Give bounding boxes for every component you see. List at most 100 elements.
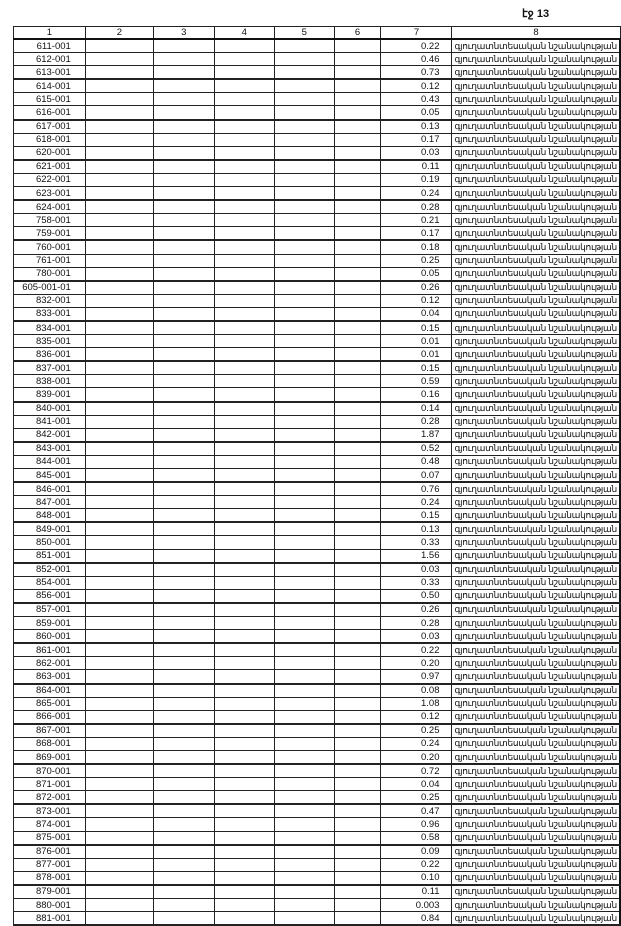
- empty-cell: [84, 683, 155, 698]
- table-row: 856-001 0.50 գյուղատնտեսական նշանակության: [13, 588, 621, 604]
- empty-cell: [153, 172, 215, 188]
- empty-cell: [333, 186, 382, 202]
- table-row: 876-001 0.09 գյուղատնտեսական նշանակության: [13, 844, 621, 859]
- empty-cell: [333, 52, 382, 67]
- empty-cell: [213, 199, 276, 215]
- table-row: 848-001 0.15 գյուղատնտեսական նշանակության: [13, 508, 621, 524]
- empty-cell: [153, 401, 215, 416]
- empty-cell: [213, 105, 276, 121]
- empty-cell: [333, 911, 382, 926]
- parcel-code-cell: 839-001: [13, 387, 86, 403]
- area-cell: 0.22: [380, 857, 453, 872]
- table-row: 850-001 0.33 գյուղատնտեսական նշանակության: [13, 535, 621, 550]
- empty-cell: [333, 387, 382, 403]
- empty-cell: [274, 213, 335, 228]
- empty-cell: [153, 78, 215, 94]
- parcel-code-cell: 854-001: [13, 575, 86, 590]
- land-category-cell: գյուղատնտեսական նշանակության: [451, 575, 621, 590]
- empty-cell: [153, 588, 215, 604]
- empty-cell: [333, 78, 382, 94]
- empty-cell: [213, 736, 276, 751]
- empty-cell: [153, 911, 215, 926]
- empty-cell: [333, 749, 382, 766]
- empty-cell: [274, 145, 335, 161]
- empty-cell: [333, 132, 382, 147]
- area-cell: 0.25: [380, 723, 453, 738]
- area-cell: 0.12: [380, 293, 453, 308]
- empty-cell: [213, 790, 276, 806]
- table-row: 854-001 0.33 գյուղատնտեսական նշանակության: [13, 575, 621, 590]
- parcel-code-cell: 875-001: [13, 830, 86, 846]
- empty-cell: [153, 548, 215, 564]
- empty-cell: [333, 683, 382, 698]
- parcel-code-cell: 611-001: [13, 38, 86, 54]
- empty-cell: [274, 454, 335, 470]
- empty-cell: [84, 481, 155, 497]
- column-header: 3: [153, 26, 215, 40]
- empty-cell: [333, 427, 382, 443]
- empty-cell: [333, 844, 382, 859]
- empty-cell: [84, 199, 155, 215]
- land-category-cell: գյուղատնտեսական նշանակության: [451, 830, 621, 846]
- area-cell: 0.03: [380, 629, 453, 645]
- empty-cell: [84, 347, 155, 363]
- empty-cell: [333, 320, 382, 336]
- empty-cell: [84, 293, 155, 308]
- table-row: 761-001 0.25 գյուղատնտեսական նշանակության: [13, 253, 621, 268]
- empty-cell: [333, 897, 382, 913]
- area-cell: 0.16: [380, 387, 453, 403]
- parcel-code-cell: 624-001: [13, 199, 86, 215]
- land-category-cell: գյուղատնտեսական նշանակության: [451, 253, 621, 268]
- land-category-cell: գյուղատնտեսական նշանակության: [451, 736, 621, 751]
- column-header: 7: [380, 26, 453, 40]
- table-row: 880-001 0.003 գյուղատնտեսական նշանակության: [13, 897, 621, 913]
- empty-cell: [274, 696, 335, 711]
- empty-cell: [153, 830, 215, 846]
- land-category-cell: գյուղատնտեսական նշանակության: [451, 186, 621, 202]
- empty-cell: [213, 683, 276, 698]
- parcel-code-cell: 835-001: [13, 334, 86, 349]
- land-category-cell: գյուղատնտեսական նշանակության: [451, 884, 621, 899]
- empty-cell: [333, 830, 382, 846]
- land-category-cell: գյուղատնտեսական նշանակության: [451, 803, 621, 819]
- area-cell: 0.59: [380, 374, 453, 389]
- empty-cell: [153, 92, 215, 107]
- empty-cell: [274, 508, 335, 524]
- empty-cell: [274, 830, 335, 846]
- land-category-cell: գյուղատնտեսական նշանակության: [451, 374, 621, 389]
- empty-cell: [213, 427, 276, 443]
- empty-cell: [153, 709, 215, 725]
- area-cell: 0.09: [380, 844, 453, 859]
- empty-cell: [84, 78, 155, 94]
- empty-cell: [213, 374, 276, 389]
- empty-cell: [213, 159, 276, 174]
- empty-cell: [84, 897, 155, 913]
- parcel-code-cell: 620-001: [13, 145, 86, 161]
- empty-cell: [84, 145, 155, 161]
- empty-cell: [213, 696, 276, 711]
- land-category-cell: գյուղատնտեսական նշանակության: [451, 132, 621, 147]
- land-category-cell: գյուղատնտեսական նշանակության: [451, 723, 621, 738]
- land-category-cell: գյուղատնտեսական նշանակության: [451, 280, 621, 295]
- area-cell: 0.01: [380, 347, 453, 363]
- empty-cell: [274, 427, 335, 443]
- empty-cell: [274, 78, 335, 94]
- land-category-cell: գյուղատնտեսական նշանակության: [451, 401, 621, 416]
- table-row: 843-001 0.52 գյուղատնտեսական նշանակության: [13, 441, 621, 456]
- area-cell: 0.72: [380, 763, 453, 779]
- land-category-cell: գյուղատնտեսական նշանակության: [451, 414, 621, 429]
- empty-cell: [153, 642, 215, 658]
- land-category-cell: գյուղատնտեսական նշանակության: [451, 78, 621, 94]
- parcel-code-cell: 873-001: [13, 803, 86, 819]
- table-row: 623-001 0.24 գյուղատնտեսական նշանակության: [13, 186, 621, 202]
- empty-cell: [153, 145, 215, 161]
- area-cell: 0.28: [380, 616, 453, 631]
- empty-cell: [84, 642, 155, 658]
- empty-cell: [213, 454, 276, 470]
- parcel-code-cell: 836-001: [13, 347, 86, 363]
- parcel-code-cell: 856-001: [13, 588, 86, 604]
- table-row: 613-001 0.73 գյուղատնտեսական նշանակության: [13, 65, 621, 81]
- area-cell: 0.17: [380, 132, 453, 147]
- parcel-code-cell: 879-001: [13, 884, 86, 899]
- parcel-code-cell: 845-001: [13, 468, 86, 484]
